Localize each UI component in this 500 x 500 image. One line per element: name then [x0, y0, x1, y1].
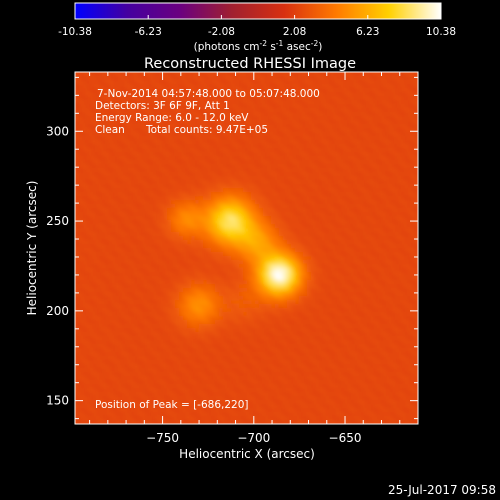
footer-date: 25-Jul-2017 09:58 — [388, 483, 496, 497]
annotation-total-counts: Total counts: 9.47E+05 — [145, 124, 268, 136]
y-axis-label: Heliocentric Y (arcsec) — [25, 181, 39, 316]
x-tick-label: −650 — [329, 431, 362, 445]
x-axis: −750 −700 −650 — [89, 72, 419, 445]
colorbar-units: (photons cm-2 s-1 asec-2) — [194, 39, 323, 53]
annotation-clean: Clean — [95, 124, 125, 136]
x-tick-label: −700 — [237, 431, 270, 445]
y-tick-label: 250 — [46, 214, 69, 228]
colorbar-tick-label: -6.23 — [135, 26, 162, 38]
colorbar-tick-label: -10.38 — [58, 26, 92, 38]
annotation-time-range: 7-Nov-2014 04:57:48.000 to 05:07:48.000 — [97, 88, 320, 100]
x-tick-label: −750 — [146, 431, 179, 445]
chart-title: Reconstructed RHESSI Image — [144, 56, 356, 72]
annotation-energy-range: Energy Range: 6.0 - 12.0 keV — [95, 112, 249, 124]
annotation-detectors: Detectors: 3F 6F 9F, Att 1 — [95, 100, 230, 112]
x-axis-label: Heliocentric X (arcsec) — [179, 447, 315, 461]
plot-frame — [74, 71, 419, 425]
colorbar-tick-label: 6.23 — [356, 26, 379, 38]
colorbar: -10.38 -6.23 -2.08 2.08 6.23 10.38 (photons c… — [58, 2, 456, 53]
annotation-peak-position: Position of Peak = [-686,220] — [95, 399, 249, 411]
y-tick-label: 150 — [46, 394, 69, 408]
colorbar-tick-label: 2.08 — [283, 26, 306, 38]
heatmap-image — [75, 72, 418, 424]
colorbar-gradient — [74, 2, 442, 20]
colorbar-tick-label: 10.38 — [426, 26, 456, 38]
y-axis: 150 200 250 300 — [46, 76, 418, 420]
y-tick-label: 200 — [46, 304, 69, 318]
colorbar-tick-label: -2.08 — [208, 26, 235, 38]
y-tick-label: 300 — [46, 124, 69, 138]
